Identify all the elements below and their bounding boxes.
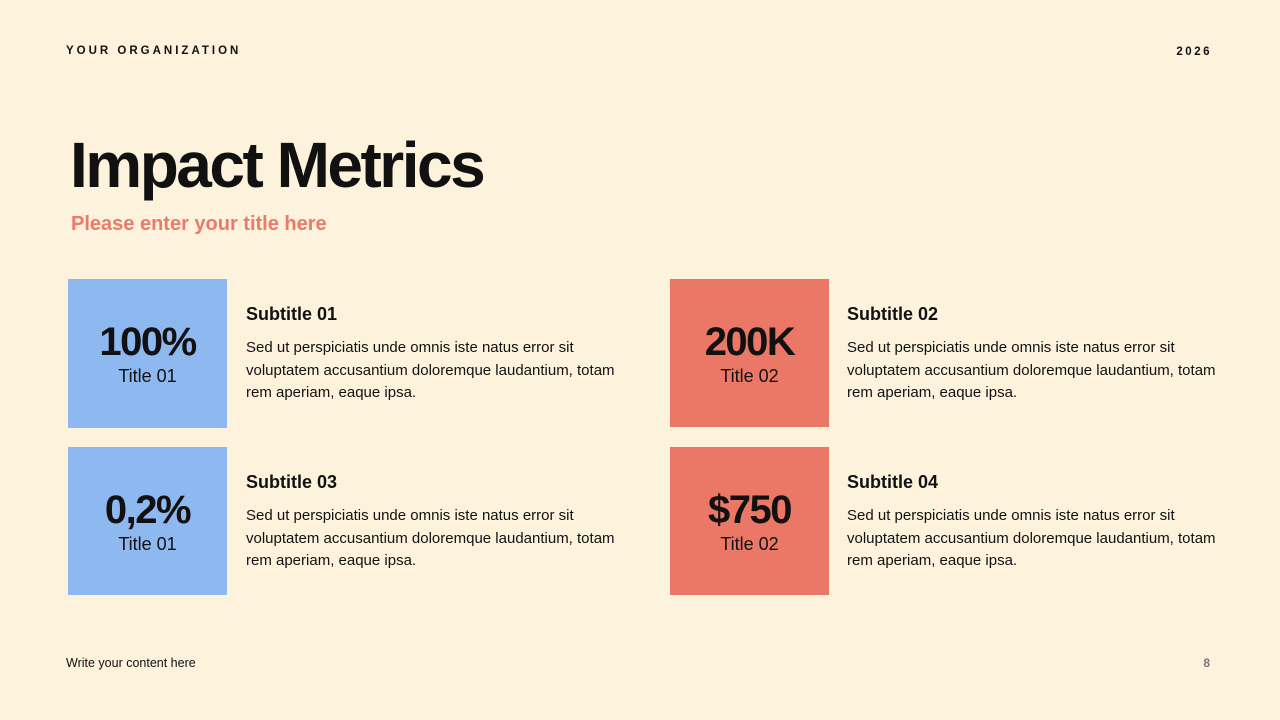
metric-body: Sed ut perspiciatis unde omnis iste natu…	[246, 339, 615, 401]
metric-heading: Subtitle 01	[246, 304, 338, 324]
year: 2026	[1176, 46, 1212, 58]
metric-label: Title 02	[720, 533, 779, 554]
metric-body: Sed ut perspiciatis unde omnis iste natu…	[847, 339, 1216, 401]
metric-body: Sed ut perspiciatis unde omnis iste natu…	[246, 507, 615, 569]
metric-value: 100%	[99, 320, 197, 364]
metric-heading: Subtitle 02	[847, 304, 939, 324]
metric-box-4: $750 Title 02	[670, 447, 829, 595]
metric-text-3: Subtitle 03 Sed ut perspiciatis unde omn…	[246, 472, 616, 573]
metric-value: 200K	[704, 319, 796, 364]
metric-box-2: 200K Title 02	[670, 279, 829, 427]
metric-heading: Subtitle 03	[246, 472, 338, 492]
metric-label: Title 02	[720, 365, 779, 386]
metric-value: $750	[708, 487, 792, 532]
metric-text-2: Subtitle 02 Sed ut perspiciatis unde omn…	[847, 304, 1217, 405]
metric-box-3: 0,2% Title 01	[68, 447, 227, 595]
page-number: 8	[1203, 656, 1210, 670]
metric-value: 0,2%	[104, 487, 192, 532]
page-title: Impact Metrics	[70, 129, 486, 201]
metric-label: Title 01	[118, 533, 177, 554]
metric-text-4: Subtitle 04 Sed ut perspiciatis unde omn…	[847, 472, 1217, 573]
footer-text: Write your content here	[66, 656, 196, 670]
metric-text-1: Subtitle 01 Sed ut perspiciatis unde omn…	[246, 304, 616, 405]
page-subtitle: Please enter your title here	[71, 213, 327, 235]
metric-heading: Subtitle 04	[847, 472, 939, 492]
metric-label: Title 01	[118, 366, 177, 386]
metric-body: Sed ut perspiciatis unde omnis iste natu…	[847, 507, 1216, 569]
organization-name: YOUR ORGANIZATION	[66, 45, 242, 57]
metric-box-1: 100% Title 01	[68, 279, 227, 428]
